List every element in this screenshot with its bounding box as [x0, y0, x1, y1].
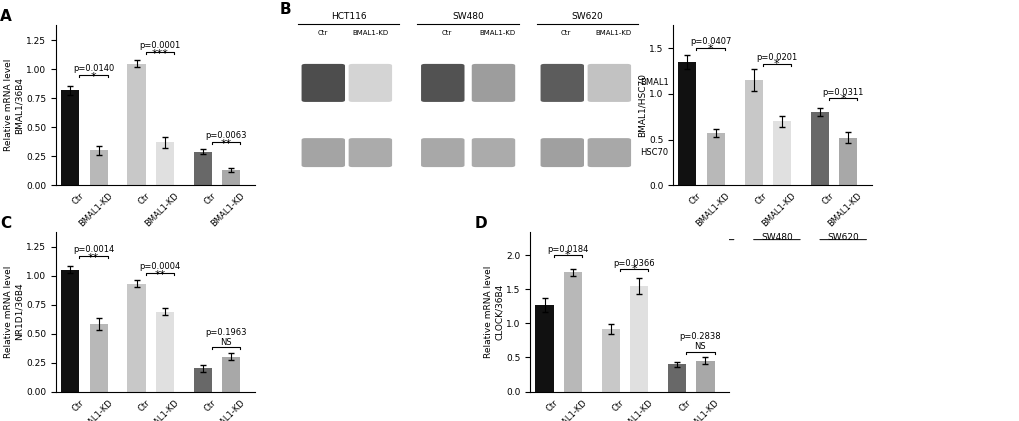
FancyBboxPatch shape: [348, 64, 391, 102]
Text: SW480: SW480: [144, 233, 175, 242]
Text: *: *: [773, 59, 779, 69]
Text: **: **: [154, 270, 165, 280]
Bar: [706, 133, 725, 185]
Y-axis label: Relative mRNA level
NR1D1/36B4: Relative mRNA level NR1D1/36B4: [4, 265, 23, 358]
Text: p=0.0014: p=0.0014: [72, 245, 114, 253]
Bar: [772, 121, 791, 185]
Bar: [156, 312, 174, 392]
FancyBboxPatch shape: [421, 138, 464, 167]
Text: NS: NS: [220, 338, 231, 346]
Bar: [156, 142, 174, 185]
Bar: [194, 152, 212, 185]
Text: *: *: [840, 94, 845, 104]
Bar: [744, 80, 762, 185]
Text: ***: ***: [151, 49, 168, 59]
Text: C: C: [0, 216, 11, 231]
FancyBboxPatch shape: [421, 64, 464, 102]
FancyBboxPatch shape: [540, 138, 584, 167]
Text: p=0.0184: p=0.0184: [546, 245, 588, 254]
Bar: [194, 368, 212, 392]
FancyBboxPatch shape: [348, 138, 391, 167]
Y-axis label: Relative mRNA level
BMAL1/36B4: Relative mRNA level BMAL1/36B4: [4, 59, 23, 152]
Text: Ctr: Ctr: [318, 30, 328, 36]
Bar: [222, 357, 240, 392]
Bar: [535, 305, 553, 392]
FancyBboxPatch shape: [471, 138, 515, 167]
Bar: [564, 272, 582, 392]
Bar: [696, 361, 714, 392]
FancyBboxPatch shape: [302, 138, 344, 167]
Bar: [630, 286, 648, 392]
Text: SW620: SW620: [572, 12, 603, 21]
Text: HCT116: HCT116: [75, 233, 111, 242]
Bar: [61, 270, 79, 392]
Text: p=0.0001: p=0.0001: [139, 40, 180, 50]
Text: BMAL1-KD: BMAL1-KD: [479, 30, 515, 36]
FancyBboxPatch shape: [302, 64, 344, 102]
Text: HCT116: HCT116: [692, 233, 728, 242]
Bar: [839, 138, 857, 185]
Text: p=0.0063: p=0.0063: [205, 131, 247, 140]
FancyBboxPatch shape: [540, 64, 584, 102]
Text: **: **: [220, 139, 231, 149]
Text: p=0.1963: p=0.1963: [205, 328, 247, 337]
Text: p=0.2838: p=0.2838: [679, 333, 720, 341]
Text: D: D: [474, 216, 487, 231]
FancyBboxPatch shape: [471, 64, 515, 102]
Text: *: *: [91, 72, 96, 82]
Text: A: A: [0, 9, 12, 24]
Text: p=0.0366: p=0.0366: [612, 258, 654, 268]
Text: p=0.0140: p=0.0140: [72, 64, 114, 73]
Bar: [90, 324, 108, 392]
Text: *: *: [631, 264, 636, 274]
Text: SW620: SW620: [210, 233, 242, 242]
Text: *: *: [565, 250, 570, 260]
Text: SW480: SW480: [760, 233, 792, 242]
Text: Ctr: Ctr: [441, 30, 451, 36]
Text: HSC70: HSC70: [640, 148, 667, 157]
Bar: [222, 170, 240, 185]
Bar: [90, 150, 108, 185]
Bar: [127, 284, 146, 392]
Y-axis label: Relative mRNA level
CLOCK/36B4: Relative mRNA level CLOCK/36B4: [484, 265, 503, 358]
Bar: [810, 112, 828, 185]
Text: NS: NS: [694, 342, 705, 351]
Text: SW480: SW480: [451, 12, 484, 21]
Bar: [601, 329, 620, 392]
Text: p=0.0311: p=0.0311: [821, 88, 863, 96]
Text: SW620: SW620: [826, 233, 858, 242]
Text: B: B: [279, 3, 291, 17]
Bar: [678, 62, 696, 185]
Bar: [61, 90, 79, 185]
Bar: [667, 364, 686, 392]
Y-axis label: BMAL1/HSC70: BMAL1/HSC70: [637, 73, 646, 137]
Text: *: *: [707, 44, 712, 53]
Text: p=0.0004: p=0.0004: [139, 262, 180, 271]
Text: BMAL1-KD: BMAL1-KD: [594, 30, 631, 36]
Text: p=0.0201: p=0.0201: [755, 53, 797, 62]
Text: **: **: [88, 253, 99, 263]
Text: HCT116: HCT116: [330, 12, 366, 21]
Text: BMAL1: BMAL1: [640, 78, 668, 88]
FancyBboxPatch shape: [587, 138, 631, 167]
Text: BMAL1-KD: BMAL1-KD: [352, 30, 388, 36]
Text: Ctr: Ctr: [560, 30, 571, 36]
FancyBboxPatch shape: [587, 64, 631, 102]
Bar: [127, 64, 146, 185]
Text: p=0.0407: p=0.0407: [689, 37, 731, 46]
